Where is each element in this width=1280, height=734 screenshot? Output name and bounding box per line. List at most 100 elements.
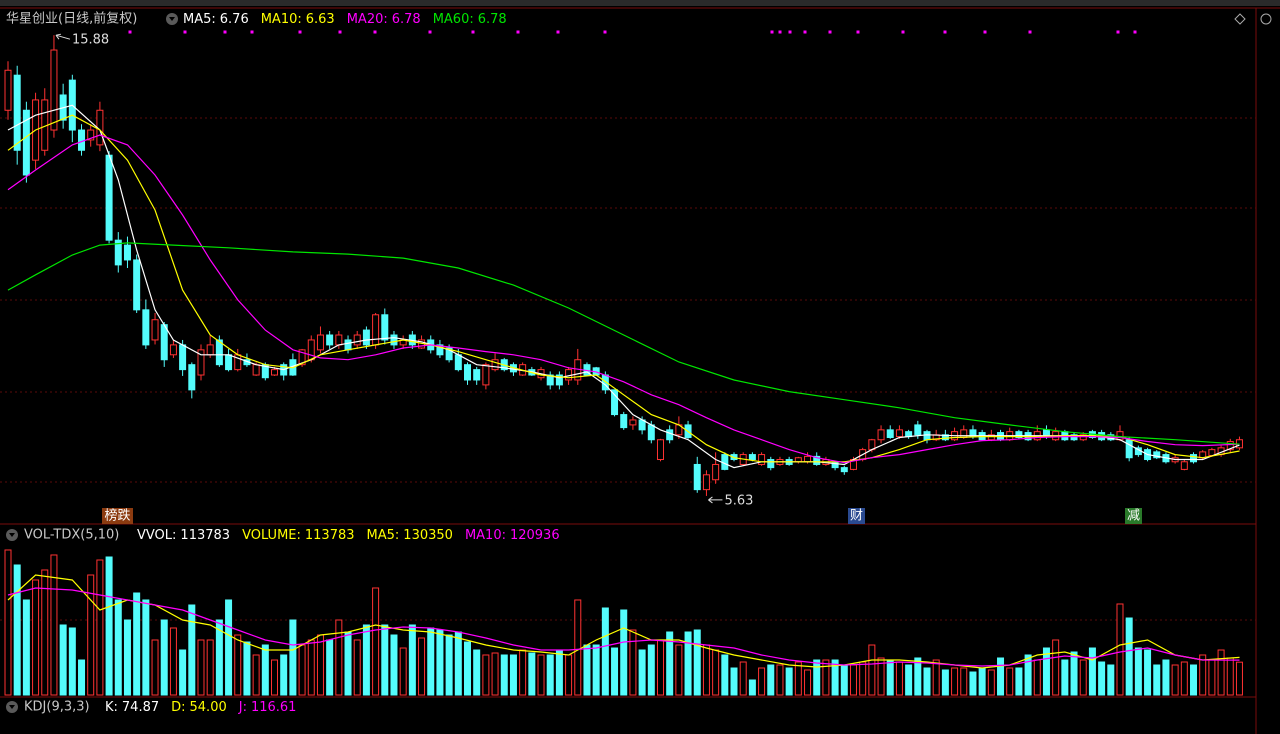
volume-bar [629,629,637,696]
volume-bar [1015,667,1023,696]
volume-bar [335,619,343,696]
volume-bar [776,664,784,696]
volume-bar [464,641,471,696]
circle-icon[interactable] [1260,13,1272,25]
volume-bar [454,631,462,696]
candle-body [748,454,756,461]
signal-dot [516,30,520,34]
volume-bar [326,639,334,696]
volume-bar [408,624,416,696]
volume-bar [344,631,352,696]
volume-bar [859,661,867,696]
annotation-arrow [55,33,71,40]
candle-body [767,459,775,469]
candle-body [160,324,168,361]
candle-body [555,374,563,386]
volume-bar [271,659,279,696]
signal-dot [788,30,792,34]
candle-body [960,429,968,438]
candle-body [804,455,812,463]
candle-body [105,154,113,241]
event-tag[interactable] [848,508,865,524]
candle-body [1153,451,1161,459]
annotation-arrow [708,496,723,504]
signal-dot [1028,30,1032,34]
signal-dot [183,30,187,34]
legend-name: K: [105,700,118,715]
diamond-icon[interactable] [1234,13,1246,25]
candle-body [1180,461,1188,470]
volume-bar [849,664,857,696]
volume-bar [169,627,177,696]
kdj-legend: K: 74.87 D: 54.00 J: 116.61 [105,700,296,715]
volume-bar [188,604,196,696]
volume-bar [831,659,839,696]
event-tag[interactable] [1125,508,1142,524]
volume-bar [895,661,903,696]
volume-bar [1070,651,1078,696]
volume-bar [68,627,76,696]
event-tag[interactable] [102,508,133,524]
volume-bar [923,667,931,696]
signal-dot [901,30,905,34]
legend-value: 6.76 [220,12,249,27]
volume-bar [436,629,444,696]
volume-bar [546,654,554,696]
volume-bar [702,644,710,696]
volume-ma-line [7,587,1240,667]
volume-bar [537,654,545,696]
candle-body [133,259,141,311]
legend-name: MA5: [367,528,400,543]
volume-bar [941,669,949,696]
volume-bar [822,659,830,696]
legend-name: MA20: [347,12,388,27]
candle-body [362,329,370,346]
signal-dots [128,30,1137,34]
signal-dot [556,30,560,34]
volume-bar [969,671,977,696]
volume-bar [1134,647,1142,696]
chart-title: 华星创业(日线,前复权) [6,11,137,27]
candle-body [831,462,839,469]
volume-bar [666,631,674,696]
volume-bar [418,637,426,696]
ma-line [7,114,1240,463]
ma-line [7,242,1240,445]
legend-value: 113783 [180,528,230,543]
legend-value: 130350 [403,528,453,543]
volume-bar [133,592,141,696]
candle-body [482,364,490,386]
candle-body [656,439,664,461]
volume-bar [1116,603,1124,696]
volume-bar [197,639,205,696]
candle-body [923,431,931,441]
volume-bar [555,649,563,696]
volume-bar [647,644,655,696]
legend-value: 113783 [305,528,355,543]
volume-bar [1061,659,1069,696]
kdj-title: KDJ(9,3,3) [24,700,90,715]
volume-bar [362,624,370,696]
legend-name: D: [171,700,185,715]
volume-bar [1088,647,1096,696]
volume-bar [13,564,21,696]
candle-body [454,354,462,371]
signal-dot [1116,30,1120,34]
volume-bar [1199,654,1207,696]
candle-body [840,467,848,473]
candle-body [326,334,334,346]
volume-bar [748,679,756,696]
candle-body [169,344,177,356]
volume-bar [445,634,453,696]
volume-bar [840,664,848,696]
volume-legend: VVOL: 113783 VOLUME: 113783 MA5: 130350 MA10: 1… [137,528,560,543]
candle-body [886,429,894,438]
legend-name: MA5: [183,12,216,27]
volume-bar [978,667,986,696]
volume-bar [50,554,58,696]
volume-bar [87,574,95,696]
volume-bar [1208,659,1216,696]
volume-bar [638,649,646,696]
volume-bar [583,644,591,696]
